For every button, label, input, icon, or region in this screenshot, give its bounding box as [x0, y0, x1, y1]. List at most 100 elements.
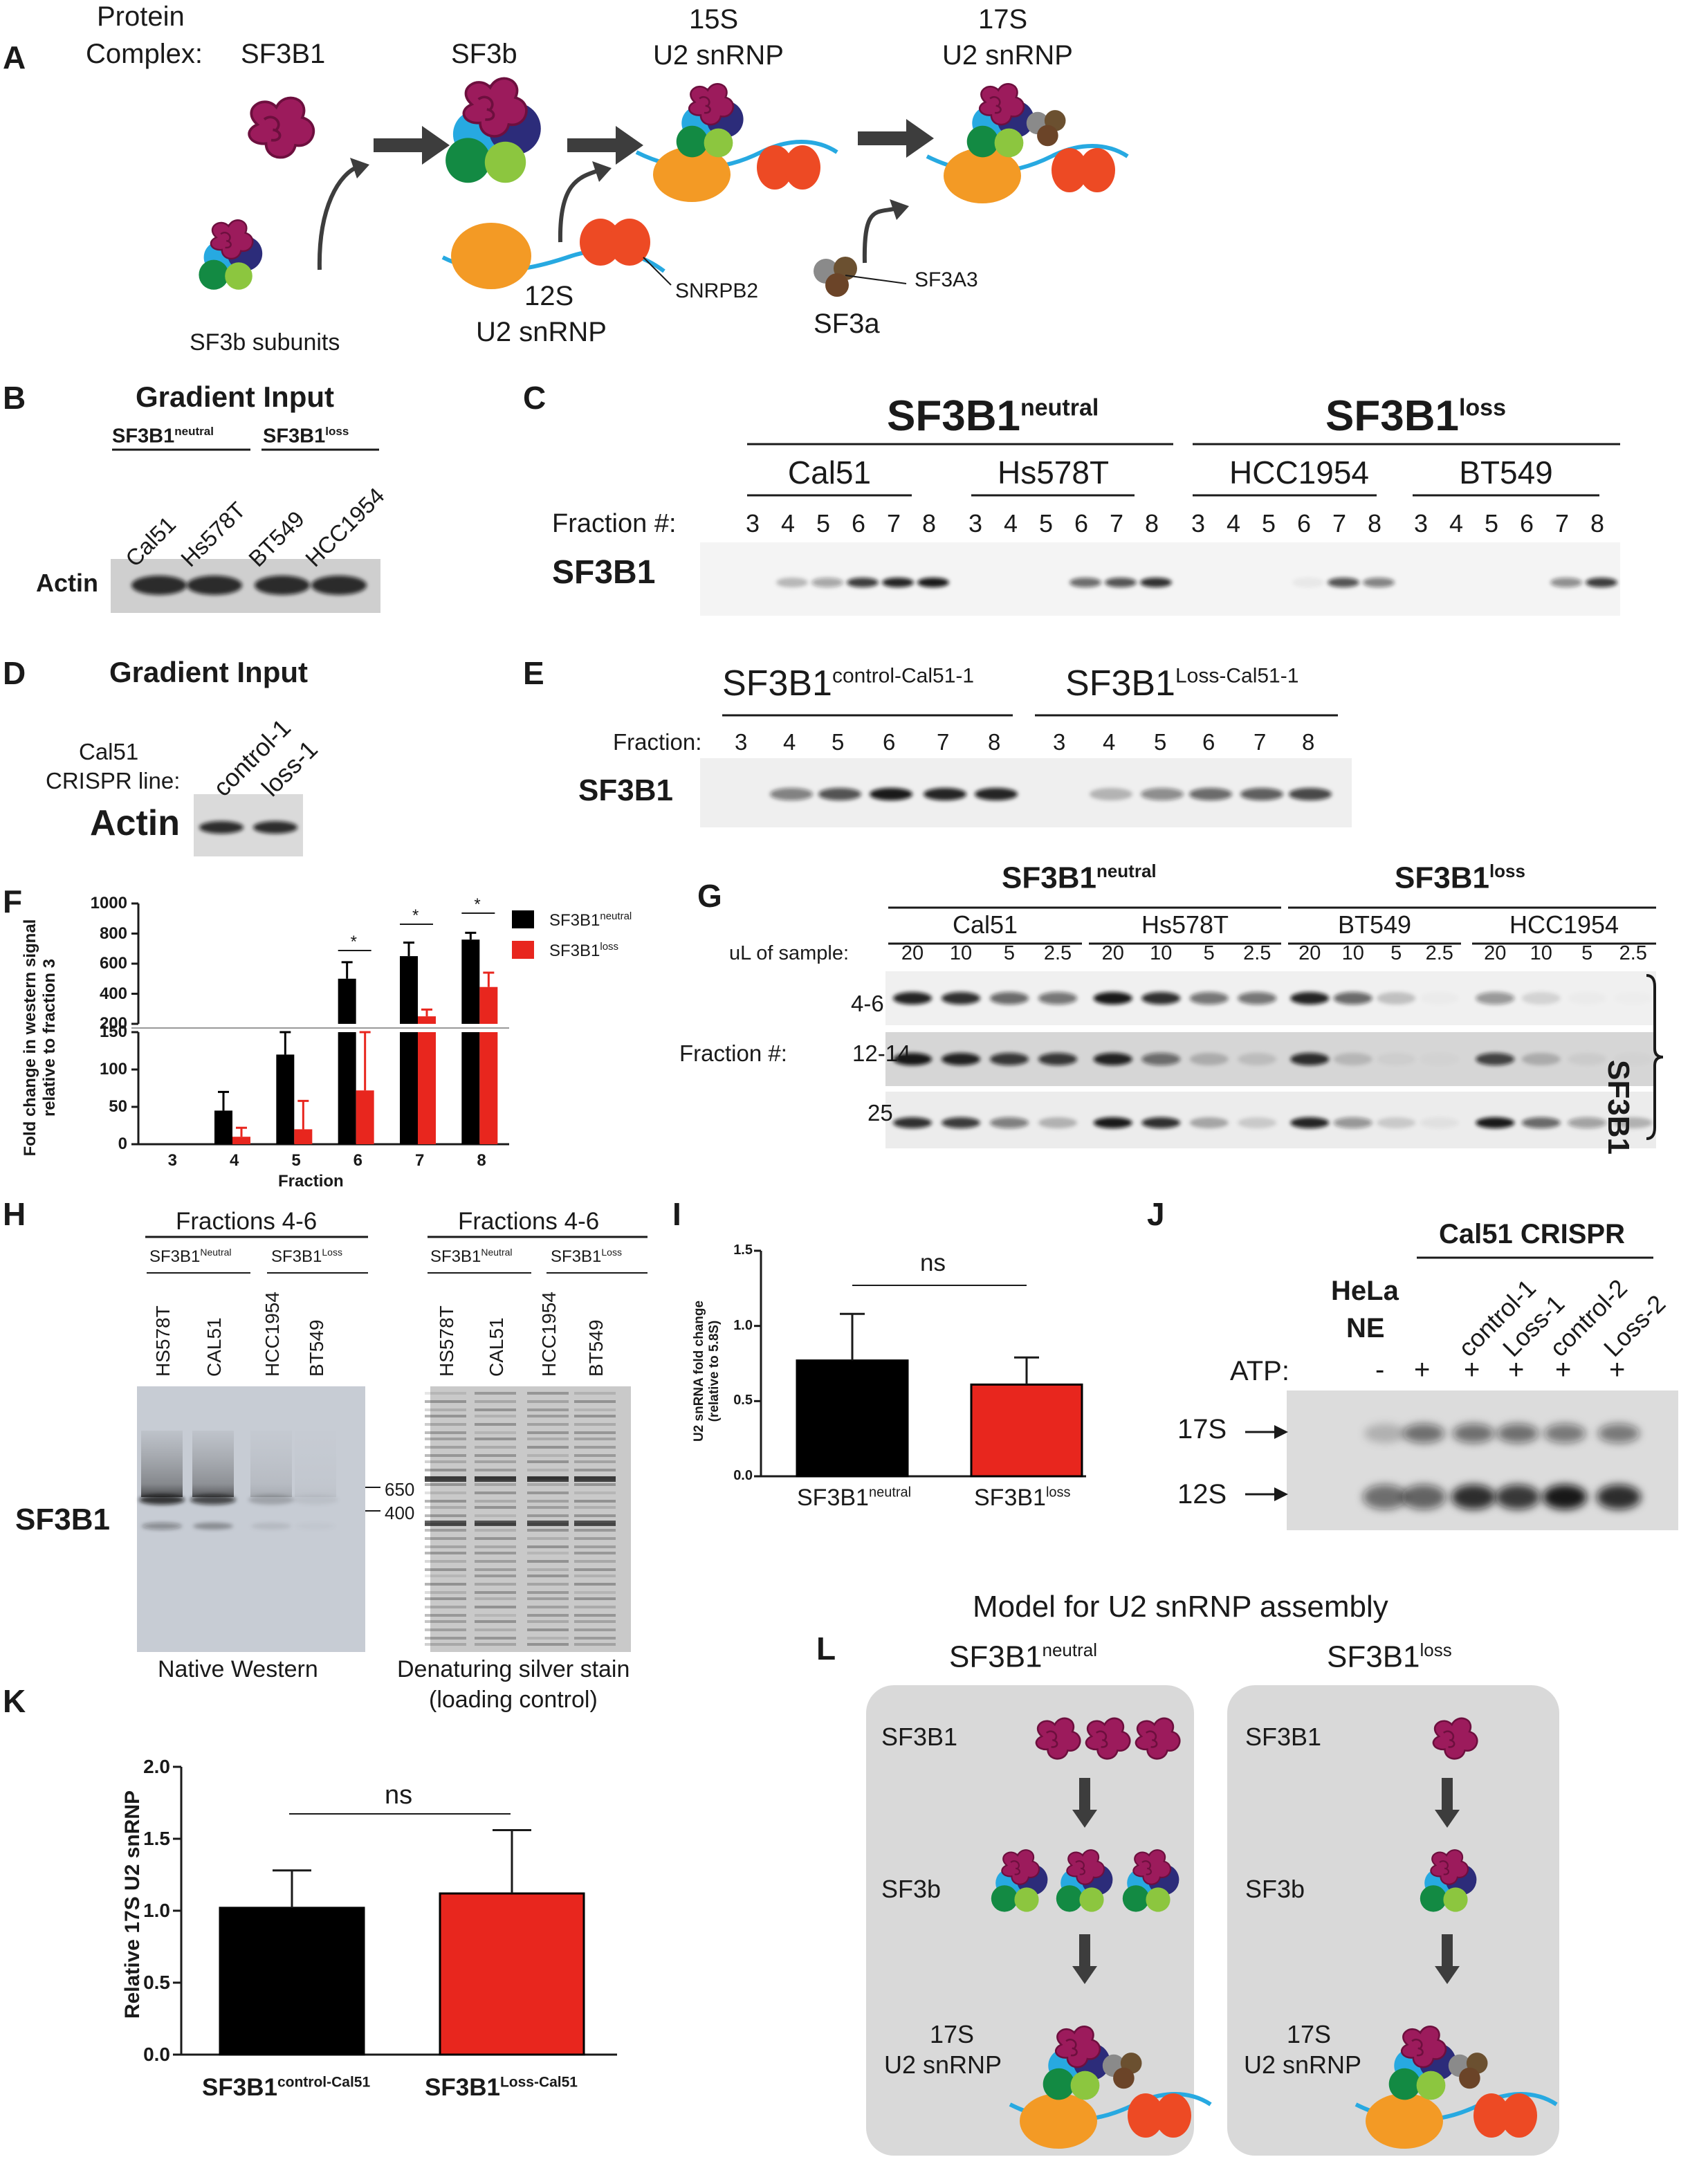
- b-actin-band-0: [131, 576, 187, 595]
- l-loss-box: [1227, 1685, 1559, 2156]
- c-fraction-0: 3: [746, 509, 760, 538]
- h-silver-band-3-13: [574, 1491, 616, 1494]
- h-silver-band-2-30: [527, 1620, 569, 1623]
- c-fraction-17: 8: [1368, 509, 1382, 538]
- g-band-2-10: [1377, 1117, 1416, 1128]
- k-cat-2: SF3B1Loss-Cal51: [425, 2074, 578, 2101]
- h-silver-strong-3: [574, 1476, 616, 1482]
- j-band-12s-1: [1402, 1485, 1446, 1509]
- h-silver-band-2-22: [527, 1560, 569, 1563]
- f-tick-label-0: 0: [118, 1135, 127, 1153]
- g-band-1-10: [1377, 1053, 1416, 1065]
- panel-letter-b: B: [3, 380, 26, 416]
- g-ul-label: uL of sample:: [729, 942, 850, 964]
- f-xtick-6: 6: [353, 1151, 363, 1170]
- h-silver-band-1-21: [475, 1552, 516, 1554]
- sf3b-subunits-icon: [199, 220, 262, 290]
- h-silver-band-0-24: [425, 1575, 466, 1577]
- panel-letter-d: D: [3, 655, 26, 691]
- e-fraction-0: 3: [735, 729, 748, 755]
- l-loss-17s-snrp-b2-icon: [1501, 2093, 1537, 2138]
- g-band-0-6: [1189, 992, 1229, 1004]
- i-tick-label-1.5: 1.5: [733, 1242, 753, 1258]
- h-silver-band-1-12: [475, 1483, 516, 1486]
- l-left-17s: 17S: [930, 2020, 975, 2048]
- g-ul-9: 10: [1341, 942, 1364, 964]
- c-band-9: [1069, 578, 1101, 587]
- 15s-sm-core-icon: [653, 147, 731, 202]
- c-fraction-1: 4: [781, 509, 796, 538]
- h-silver-band-0-16: [425, 1514, 466, 1517]
- h-silver-band-0-29: [425, 1614, 466, 1617]
- h-silver-band-2-12: [527, 1483, 569, 1486]
- g-band-1-12: [1476, 1053, 1515, 1065]
- g-bracket-icon: [1646, 974, 1664, 1140]
- l-down-arrow-icon-1: [1072, 1934, 1097, 1984]
- g-band-2-7: [1238, 1117, 1277, 1128]
- sf3a3-pointer: [845, 275, 907, 284]
- c-fraction-21: 6: [1520, 509, 1534, 538]
- h-silver-band-2-33: [527, 1643, 569, 1646]
- h-silver-band-2-18: [527, 1529, 569, 1532]
- j-band-17s: 17S: [1177, 1414, 1227, 1444]
- h-silver-band-0-30: [425, 1620, 466, 1623]
- h-native-band-1: [190, 1495, 236, 1505]
- f-tick-label-800: 800: [99, 924, 127, 943]
- h-silver-band-1-32: [475, 1637, 516, 1640]
- h-silver-band-1-23: [475, 1568, 516, 1571]
- h-silver-band-1-18: [475, 1529, 516, 1532]
- f-bar-1-4: [232, 1137, 250, 1144]
- b-actin-band-3: [311, 576, 367, 595]
- g-ul-7: 2.5: [1243, 942, 1271, 964]
- b-neutral-header: SF3B1neutral: [112, 425, 214, 448]
- b-actin-band-2: [255, 576, 310, 595]
- f-bar-1-5: [294, 1129, 313, 1144]
- g-band-2-6: [1189, 1117, 1229, 1128]
- g-neutral-header: SF3B1neutral: [1002, 861, 1157, 895]
- k-bar-1: [439, 1892, 585, 2056]
- g-band-0-10: [1377, 992, 1416, 1004]
- l-neutral-17s-snrp-a-icon: [1128, 2093, 1164, 2138]
- h-native-smear-0: [141, 1431, 183, 1497]
- h-native-band-low-3: [295, 1523, 336, 1530]
- arrow-icon-1: [567, 126, 643, 165]
- h-native-blot: [137, 1386, 365, 1652]
- g-band-0-13: [1521, 992, 1561, 1004]
- h-silver-band-3-21: [574, 1552, 616, 1554]
- 15s-sf3b-icon: [677, 84, 744, 157]
- 15s-label: 15S: [689, 4, 739, 35]
- panel-letter-g: G: [697, 878, 722, 914]
- c-row-sf3b1: SF3B1: [552, 554, 656, 591]
- 12s-snrp-a-icon: [580, 219, 621, 266]
- e-band-11: [1289, 788, 1332, 800]
- h-silver-band-2-10: [527, 1469, 569, 1471]
- e-fraction-2: 5: [832, 729, 845, 755]
- h-silver-band-0-31: [425, 1628, 466, 1631]
- j-band-17s-0: [1364, 1424, 1406, 1443]
- c-band-23: [1586, 578, 1617, 587]
- h-silver-band-1-15: [475, 1506, 516, 1509]
- g-band-1-14: [1568, 1053, 1607, 1065]
- e-row-sf3b1: SF3B1: [578, 773, 673, 807]
- j-ne: NE: [1346, 1313, 1385, 1343]
- i-ylabel: U2 snRNA fold change (relative to 5.8S): [692, 1300, 722, 1442]
- g-band-2-13: [1521, 1117, 1561, 1128]
- g-band-1-6: [1189, 1053, 1229, 1065]
- k-tick-label-1.0: 1.0: [143, 1900, 170, 1921]
- h-silver-band-1-25: [475, 1583, 516, 1586]
- h-silver-band-3-5: [574, 1431, 616, 1434]
- c-fraction-6: 3: [968, 509, 983, 538]
- g-band-0-7: [1238, 992, 1277, 1004]
- b-loss-header: SF3B1loss: [263, 425, 349, 448]
- c-fraction-22: 7: [1555, 509, 1570, 538]
- j-atp-1: +: [1414, 1355, 1431, 1385]
- j-atp-3: +: [1508, 1355, 1525, 1385]
- h-silver-band-1-4: [475, 1423, 516, 1426]
- h-silver-band-1-13: [475, 1491, 516, 1494]
- g-ul-0: 20: [901, 942, 924, 964]
- h-silver-band-2-16: [527, 1514, 569, 1517]
- g-band-1-3: [1038, 1053, 1077, 1065]
- h-silver-band-0-27: [425, 1597, 466, 1600]
- 15s-snrp-a-icon: [757, 145, 793, 190]
